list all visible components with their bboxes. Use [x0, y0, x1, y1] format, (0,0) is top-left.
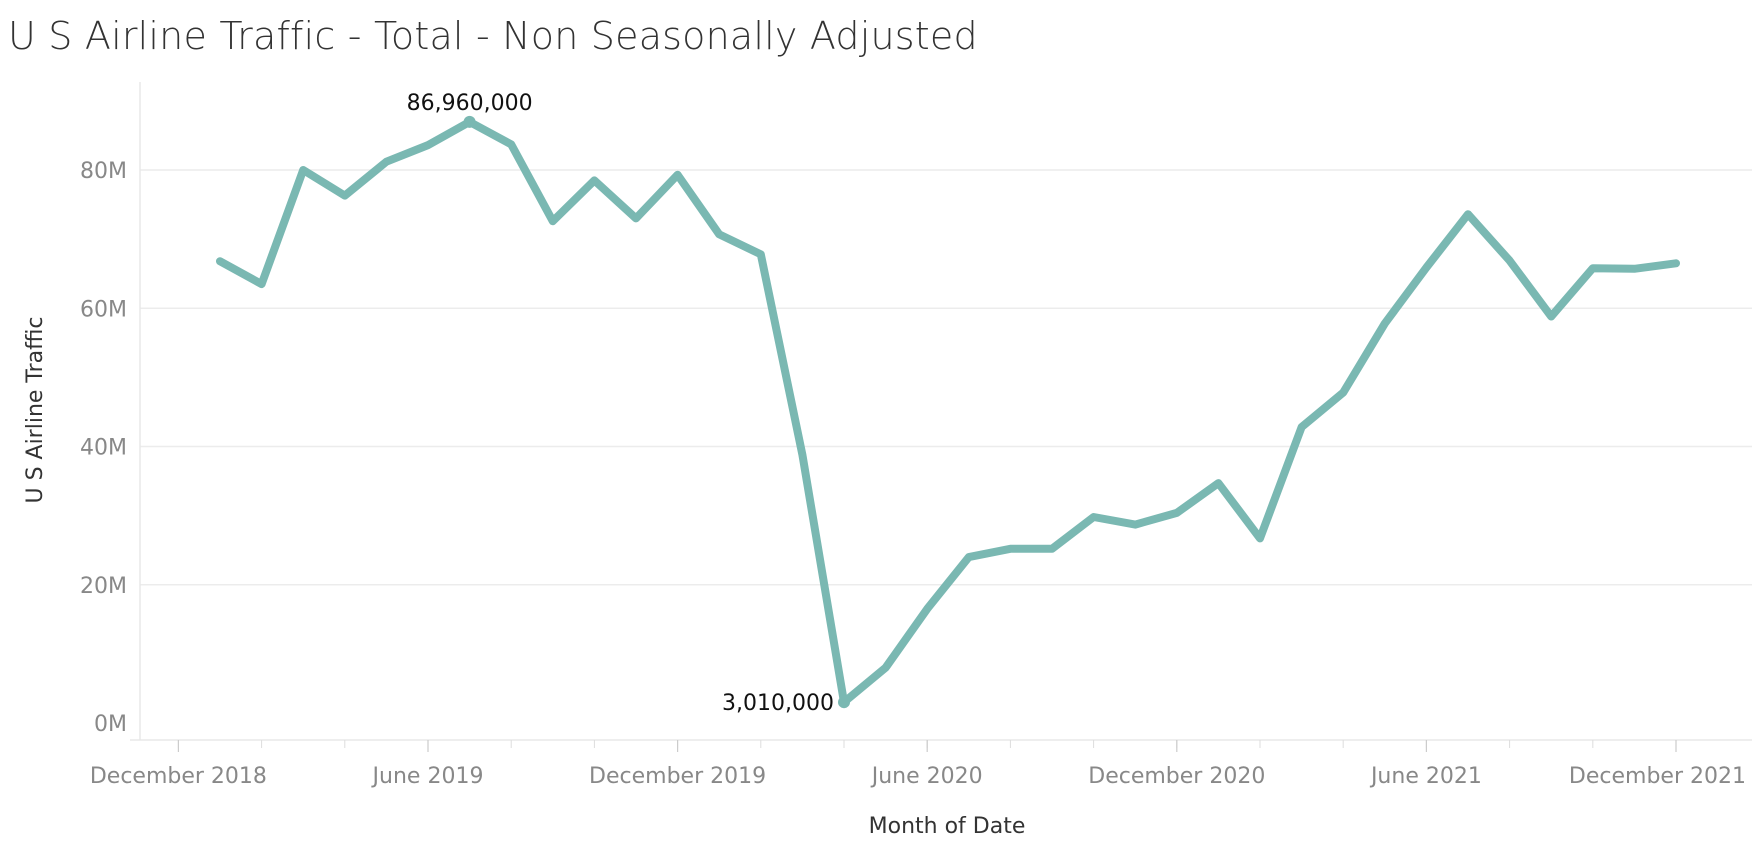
y-tick-label: 20M — [80, 574, 127, 599]
series-group — [216, 117, 1680, 707]
x-tick-label: December 2020 — [1088, 764, 1265, 789]
y-axis-title: U S Airline Traffic — [23, 316, 48, 503]
x-axis-ticks: December 2018 June 2019 December 2019 June … — [90, 740, 1746, 789]
y-tick-label: 0M — [94, 712, 127, 737]
annotated-point — [463, 115, 476, 128]
x-tick-label: June 2019 — [371, 764, 484, 789]
y-tick-label: 60M — [80, 297, 127, 322]
axes — [130, 82, 1752, 741]
grid-lines — [140, 169, 1752, 586]
x-tick-label: December 2018 — [90, 764, 267, 789]
y-tick-label: 40M — [80, 436, 127, 461]
data-label: 86,960,000 — [407, 91, 533, 116]
x-tick-label: June 2020 — [870, 764, 983, 789]
x-tick-label: December 2021 — [1569, 764, 1746, 789]
data-label: 3,010,000 — [722, 691, 834, 716]
x-tick-label: June 2021 — [1369, 764, 1482, 789]
x-axis-title: Month of Date — [869, 814, 1026, 839]
annotated-point — [838, 696, 850, 709]
series-line — [216, 117, 1680, 707]
y-axis-ticks: 0M 20M 40M 60M 80M — [80, 159, 127, 737]
x-tick-label: December 2019 — [589, 764, 766, 789]
data-labels: 86,960,000 3,010,000 — [407, 91, 850, 716]
y-tick-label: 80M — [80, 159, 127, 184]
chart-title: U S Airline Traffic - Total - Non Season… — [8, 14, 978, 58]
